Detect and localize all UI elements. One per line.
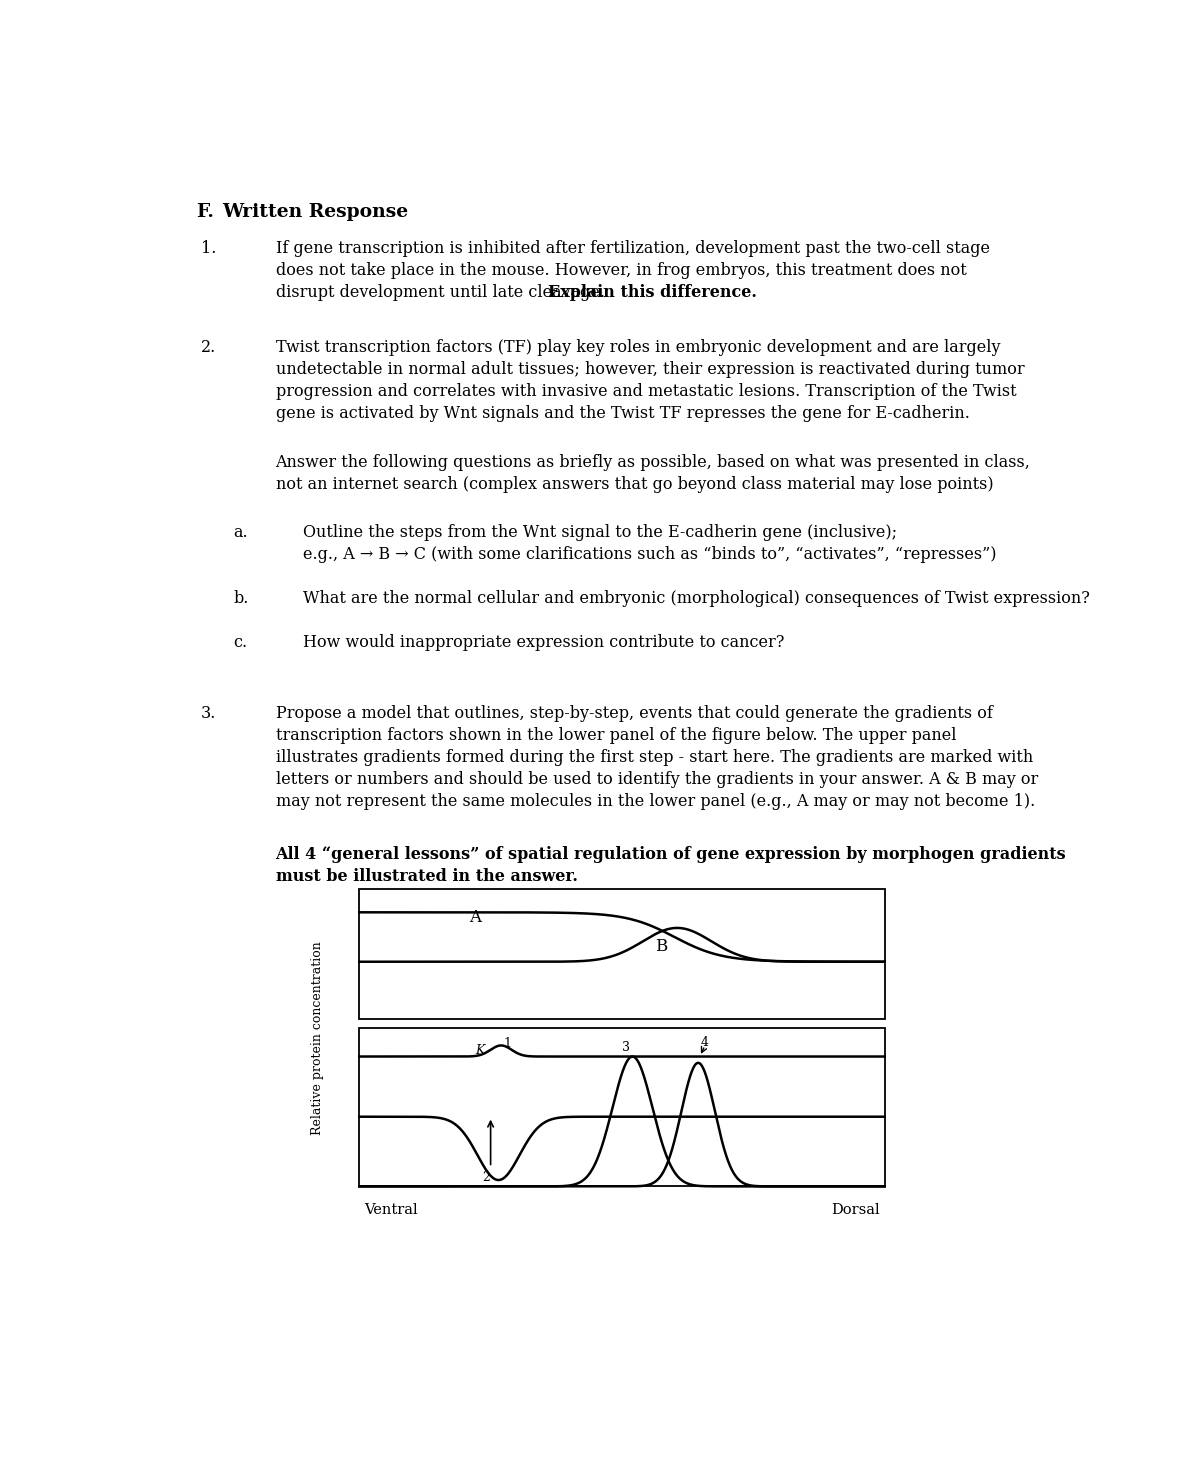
Text: Ventral: Ventral [364, 1203, 418, 1218]
Text: a.: a. [234, 524, 248, 541]
Text: F.: F. [197, 203, 215, 222]
Text: Explain this difference.: Explain this difference. [548, 284, 757, 301]
Text: Propose a model that outlines, step-by-step, events that could generate the grad: Propose a model that outlines, step-by-s… [276, 705, 992, 723]
Text: must be illustrated in the answer.: must be illustrated in the answer. [276, 868, 577, 886]
Text: 3: 3 [622, 1040, 630, 1053]
Text: B: B [655, 937, 667, 955]
Text: Written Response: Written Response [222, 203, 409, 222]
Text: undetectable in normal adult tissues; however, their expression is reactivated d: undetectable in normal adult tissues; ho… [276, 361, 1024, 378]
Text: 1.: 1. [202, 239, 216, 257]
Text: b.: b. [234, 591, 250, 607]
Text: e.g., A → B → C (with some clarifications such as “binds to”, “activates”, “repr: e.g., A → B → C (with some clarification… [304, 546, 997, 563]
Text: Answer the following questions as briefly as possible, based on what was present: Answer the following questions as briefl… [276, 454, 1031, 470]
Text: may not represent the same molecules in the lower panel (e.g., A may or may not : may not represent the same molecules in … [276, 793, 1034, 811]
Text: gene is activated by Wnt signals and the Twist TF represses the gene for E-cadhe: gene is activated by Wnt signals and the… [276, 405, 970, 422]
Text: letters or numbers and should be used to identify the gradients in your answer. : letters or numbers and should be used to… [276, 771, 1038, 789]
Text: 4: 4 [701, 1036, 709, 1049]
Text: Outline the steps from the Wnt signal to the E-cadherin gene (inclusive);: Outline the steps from the Wnt signal to… [304, 524, 898, 541]
Text: 2: 2 [482, 1171, 490, 1184]
Text: Relative protein concentration: Relative protein concentration [311, 940, 324, 1134]
Text: If gene transcription is inhibited after fertilization, development past the two: If gene transcription is inhibited after… [276, 239, 990, 257]
Text: A: A [469, 909, 481, 925]
Text: 1: 1 [504, 1037, 511, 1050]
Text: disrupt development until late cleavage.: disrupt development until late cleavage. [276, 284, 610, 301]
Text: transcription factors shown in the lower panel of the figure below. The upper pa: transcription factors shown in the lower… [276, 727, 956, 745]
Bar [359, 1028, 884, 1187]
Text: does not take place in the mouse. However, in frog embryos, this treatment does : does not take place in the mouse. Howeve… [276, 261, 966, 279]
Text: progression and correlates with invasive and metastatic lesions. Transcription o: progression and correlates with invasive… [276, 383, 1016, 400]
Text: Twist transcription factors (TF) play key roles in embryonic development and are: Twist transcription factors (TF) play ke… [276, 339, 1000, 355]
Text: illustrates gradients formed during the first step - start here. The gradients a: illustrates gradients formed during the … [276, 749, 1033, 767]
Text: All 4 “general lessons” of spatial regulation of gene expression by morphogen gr: All 4 “general lessons” of spatial regul… [276, 846, 1066, 864]
Text: What are the normal cellular and embryonic (morphological) consequences of Twist: What are the normal cellular and embryon… [304, 591, 1091, 607]
Text: 2.: 2. [202, 339, 216, 355]
Bar [359, 889, 884, 1019]
Text: 3.: 3. [202, 705, 216, 723]
Text: c.: c. [234, 635, 248, 651]
Text: K: K [475, 1043, 485, 1056]
Text: How would inappropriate expression contribute to cancer?: How would inappropriate expression contr… [304, 635, 785, 651]
Text: Dorsal: Dorsal [832, 1203, 880, 1218]
Text: not an internet search (complex answers that go beyond class material may lose p: not an internet search (complex answers … [276, 476, 994, 492]
